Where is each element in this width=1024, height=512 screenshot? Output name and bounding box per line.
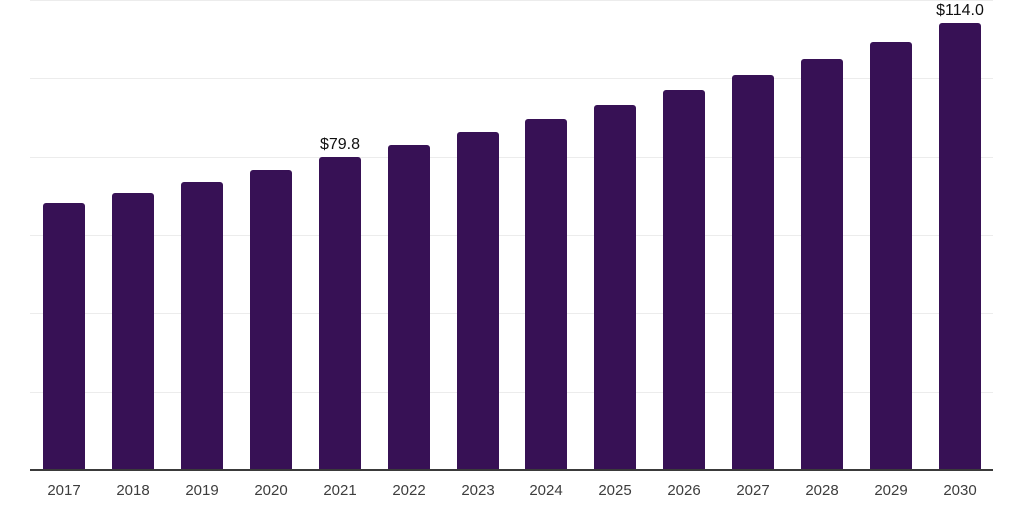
x-tick-2028: 2028 <box>805 482 839 499</box>
x-tick-2023: 2023 <box>461 482 495 499</box>
x-tick-2020: 2020 <box>254 482 288 499</box>
value-label-2030: $114.0 <box>936 2 984 19</box>
x-tick-2022: 2022 <box>392 482 426 499</box>
bar-2020 <box>250 170 292 470</box>
bar-2028 <box>801 59 843 470</box>
x-tick-2029: 2029 <box>874 482 908 499</box>
x-axis-line <box>30 469 993 471</box>
gridline-60 <box>30 235 993 236</box>
gridline-100 <box>30 78 993 79</box>
bar-2023 <box>457 132 499 470</box>
x-tick-2018: 2018 <box>116 482 150 499</box>
x-tick-2021: 2021 <box>323 482 357 499</box>
x-tick-2024: 2024 <box>529 482 563 499</box>
x-tick-2017: 2017 <box>47 482 81 499</box>
plot-area <box>30 0 993 470</box>
x-tick-2030: 2030 <box>943 482 977 499</box>
bar-2026 <box>663 90 705 470</box>
bar-2027 <box>732 75 774 470</box>
bar-2025 <box>594 105 636 470</box>
bar-2029 <box>870 42 912 470</box>
bar-2021 <box>319 157 361 470</box>
gridline-40 <box>30 313 993 314</box>
bar-2019 <box>181 182 223 470</box>
gridline-120 <box>30 0 993 1</box>
value-label-2021: $79.8 <box>319 136 361 153</box>
bar-2017 <box>43 203 85 470</box>
gridline-80 <box>30 157 993 158</box>
bar-2024 <box>525 119 567 470</box>
x-tick-2027: 2027 <box>736 482 770 499</box>
x-tick-2019: 2019 <box>185 482 219 499</box>
x-tick-2026: 2026 <box>667 482 701 499</box>
gridline-20 <box>30 392 993 393</box>
bar-2030 <box>939 23 981 470</box>
bar-2018 <box>112 193 154 470</box>
x-tick-2025: 2025 <box>598 482 632 499</box>
bar-2022 <box>388 145 430 470</box>
